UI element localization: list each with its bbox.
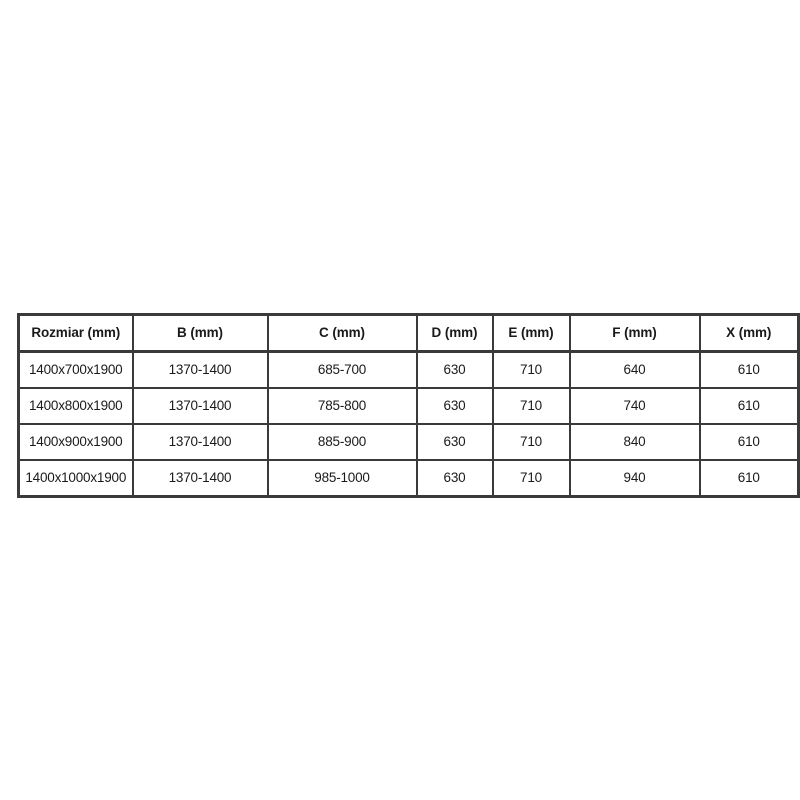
column-header-c: C (mm) xyxy=(266,313,418,353)
cell-e: 710 xyxy=(491,459,571,498)
cell-c: 885-900 xyxy=(266,423,418,461)
specification-table: Rozmiar (mm) B (mm) C (mm) D (mm) E (mm)… xyxy=(17,313,800,498)
column-header-b: B (mm) xyxy=(131,313,269,353)
cell-x: 610 xyxy=(698,350,800,389)
column-header-e: E (mm) xyxy=(491,313,571,353)
column-header-rozmiar: Rozmiar (mm) xyxy=(17,313,134,353)
column-header-d: D (mm) xyxy=(415,313,494,353)
cell-f: 640 xyxy=(568,350,701,389)
cell-rozmiar: 1400x1000x1900 xyxy=(17,459,134,498)
cell-d: 630 xyxy=(415,387,494,425)
cell-c: 685-700 xyxy=(266,350,418,389)
cell-rozmiar: 1400x900x1900 xyxy=(17,423,134,461)
cell-f: 940 xyxy=(568,459,701,498)
table-header-row: Rozmiar (mm) B (mm) C (mm) D (mm) E (mm)… xyxy=(17,313,800,353)
cell-b: 1370-1400 xyxy=(131,459,269,498)
table-row: 1400x800x1900 1370-1400 785-800 630 710 … xyxy=(17,387,800,425)
cell-rozmiar: 1400x800x1900 xyxy=(17,387,134,425)
table-row: 1400x900x1900 1370-1400 885-900 630 710 … xyxy=(17,423,800,461)
cell-d: 630 xyxy=(415,459,494,498)
cell-d: 630 xyxy=(415,423,494,461)
table-body: 1400x700x1900 1370-1400 685-700 630 710 … xyxy=(17,350,800,498)
cell-c: 785-800 xyxy=(266,387,418,425)
cell-c: 985-1000 xyxy=(266,459,418,498)
specification-table-container: Rozmiar (mm) B (mm) C (mm) D (mm) E (mm)… xyxy=(17,313,800,498)
cell-rozmiar: 1400x700x1900 xyxy=(17,350,134,389)
table-row: 1400x700x1900 1370-1400 685-700 630 710 … xyxy=(17,350,800,389)
cell-b: 1370-1400 xyxy=(131,423,269,461)
cell-b: 1370-1400 xyxy=(131,350,269,389)
cell-x: 610 xyxy=(698,387,800,425)
cell-d: 630 xyxy=(415,350,494,389)
cell-e: 710 xyxy=(491,350,571,389)
table-header: Rozmiar (mm) B (mm) C (mm) D (mm) E (mm)… xyxy=(17,313,800,353)
cell-e: 710 xyxy=(491,387,571,425)
table-row: 1400x1000x1900 1370-1400 985-1000 630 71… xyxy=(17,459,800,498)
cell-f: 740 xyxy=(568,387,701,425)
column-header-x: X (mm) xyxy=(698,313,800,353)
cell-b: 1370-1400 xyxy=(131,387,269,425)
cell-f: 840 xyxy=(568,423,701,461)
cell-x: 610 xyxy=(698,459,800,498)
column-header-f: F (mm) xyxy=(568,313,701,353)
cell-x: 610 xyxy=(698,423,800,461)
cell-e: 710 xyxy=(491,423,571,461)
